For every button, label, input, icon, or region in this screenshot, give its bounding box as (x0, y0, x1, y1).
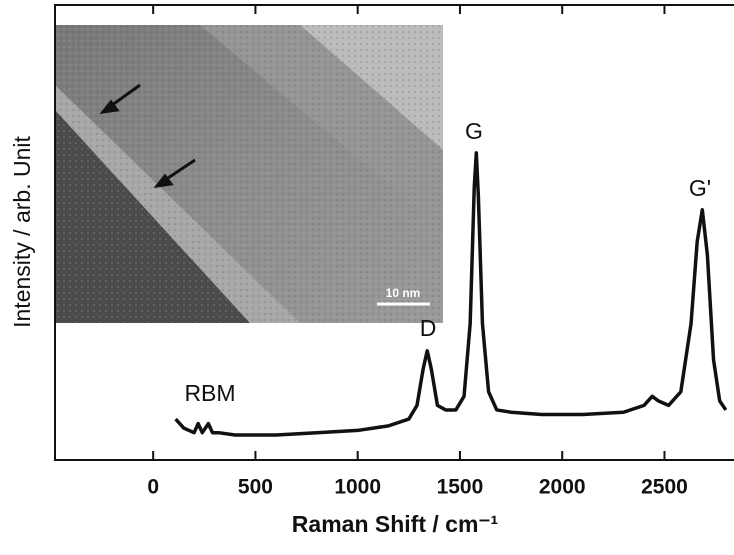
x-tick-label: 1500 (437, 476, 484, 499)
chart: Intensity / arb. Unit Raman Shift / cm⁻¹… (0, 0, 734, 550)
x-tick-label: 1000 (334, 476, 381, 499)
peak-annotation: G' (689, 175, 711, 201)
peak-annotation: G (465, 118, 483, 144)
peak-annotation: D (420, 315, 437, 341)
x-tick-label: 2000 (539, 476, 586, 499)
inset-scale-label: 10 nm (386, 286, 421, 300)
peak-annotation: RBM (184, 380, 235, 406)
x-tick-label: 0 (147, 476, 159, 499)
y-axis-label: Intensity / arb. Unit (9, 136, 35, 328)
x-tick-label: 2500 (641, 476, 688, 499)
x-tick-label: 500 (238, 476, 273, 499)
inset-image (55, 25, 443, 323)
x-axis-label: Raman Shift / cm⁻¹ (292, 511, 498, 537)
